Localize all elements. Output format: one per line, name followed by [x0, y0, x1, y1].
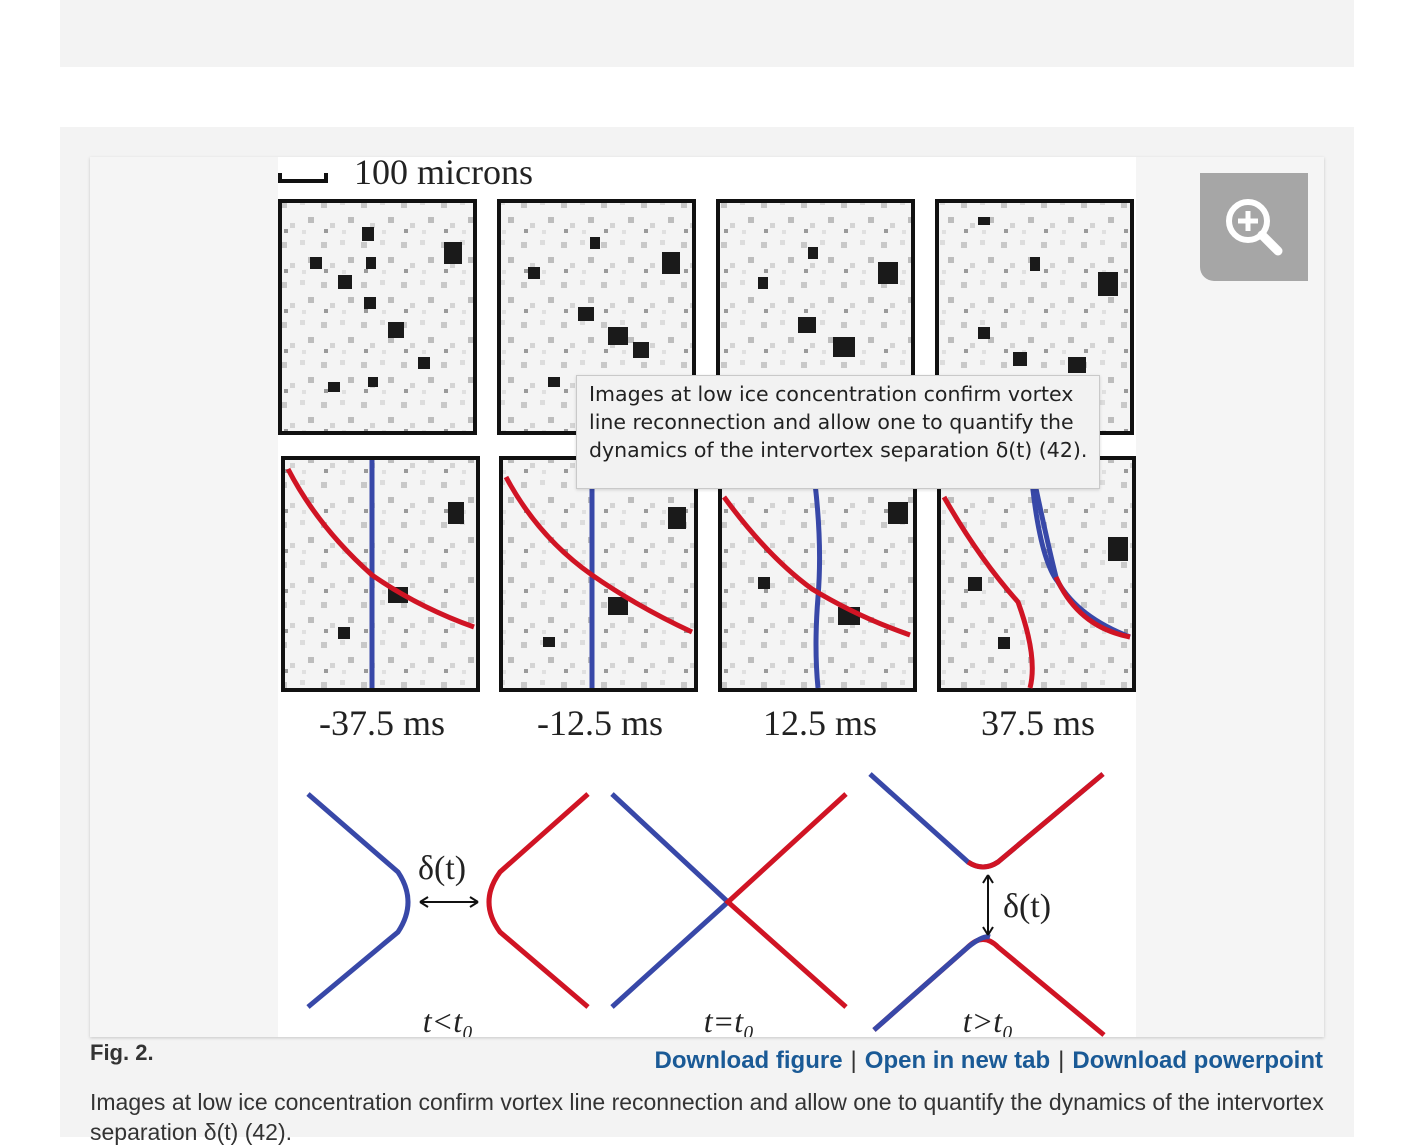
figure-image[interactable]: 100 microns [278, 157, 1136, 1037]
delta-label-1: δ(t) [418, 850, 466, 887]
schematic-after: δ(t) t>t₀ [868, 772, 1106, 1037]
delta-label-2: δ(t) [1003, 888, 1051, 925]
zoom-in-icon [1226, 199, 1283, 256]
micrograph-row-bottom [281, 456, 1136, 692]
scale-bar [278, 173, 328, 183]
condition-label-1: t<t₀ [423, 1003, 474, 1037]
figure-tooltip: Images at low ice concentration confirm … [576, 375, 1100, 489]
schematic-at: t=t₀ [610, 792, 848, 1037]
time-label-4: 37.5 ms [981, 703, 1095, 743]
scale-bar-label: 100 microns [354, 157, 533, 192]
time-label-1: -37.5 ms [319, 703, 445, 743]
condition-label-2: t=t₀ [704, 1003, 755, 1037]
time-label-2: -12.5 ms [537, 703, 663, 743]
download-figure-link[interactable]: Download figure [654, 1047, 843, 1074]
schematic-before: δ(t) t<t₀ [306, 792, 590, 1037]
top-band [60, 0, 1354, 67]
download-powerpoint-link[interactable]: Download powerpoint [1072, 1047, 1323, 1074]
zoom-button[interactable] [1200, 173, 1308, 281]
figure-links: Download figure | Open in new tab | Download… [655, 1047, 1323, 1075]
condition-label-3: t>t₀ [963, 1003, 1014, 1037]
open-new-tab-link[interactable]: Open in new tab [864, 1047, 1051, 1074]
figure-label: Fig. 2. [90, 1040, 154, 1065]
link-separator: | [1058, 1047, 1065, 1074]
time-label-3: 12.5 ms [763, 703, 877, 743]
figure-caption: Images at low ice concentration confirm … [90, 1089, 1324, 1145]
link-separator: | [850, 1047, 857, 1074]
